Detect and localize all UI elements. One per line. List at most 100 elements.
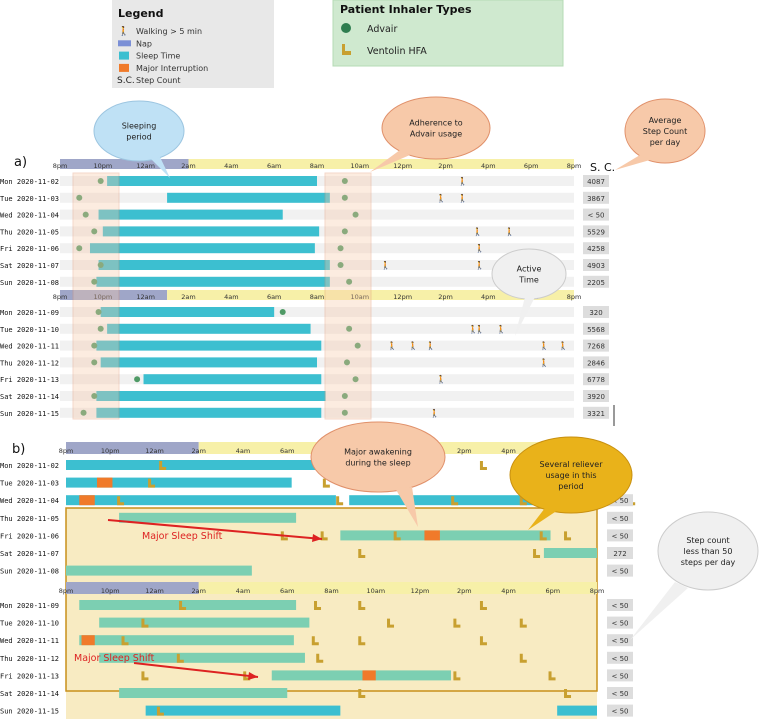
tick-label: 8pm [590, 587, 605, 595]
step-count-cell [607, 634, 633, 647]
tick-label: 6am [280, 587, 294, 595]
reliever-usage-bubble [509, 436, 633, 514]
tick-label: 12pm [411, 587, 430, 595]
sleeping-period-text-line: period [126, 132, 151, 141]
tick-label: 4pm [481, 293, 496, 301]
sleep-bar [98, 260, 330, 270]
adherence-text-line: Adherence to [409, 118, 463, 127]
bubble-tail [528, 508, 558, 530]
advair-dot [91, 228, 98, 235]
step-count-cell [583, 373, 609, 386]
sleep-bar [96, 407, 322, 418]
step-count-cell [607, 651, 633, 664]
step-count-bubble-text-line: less than 50 [684, 547, 733, 556]
ventolin-icon [121, 636, 129, 646]
step-count-value: 4258 [587, 245, 605, 253]
inhaler-legend-title: Patient Inhaler Types [340, 3, 472, 16]
advair-dot [343, 359, 350, 366]
step-count-value: 3867 [587, 195, 605, 203]
step-count-cell [583, 390, 609, 402]
day-label: Mon 2020-11-02 [0, 178, 59, 186]
step-count-value: < 50 [612, 708, 629, 716]
bubble-tail [395, 487, 418, 527]
tick-label: 12am [145, 447, 164, 455]
ventolin-icon [479, 636, 487, 646]
advair-dot [341, 409, 348, 416]
advair-dot [352, 376, 359, 383]
reliever-usage-text-line: Several reliever [540, 460, 604, 469]
sleeping-period-highlight [72, 172, 120, 420]
ventolin-icon [159, 461, 167, 470]
step-count-cell [583, 242, 609, 255]
sleep-bar [99, 617, 310, 628]
tick-label: 8pm [59, 587, 74, 595]
tick-label: 8pm [59, 447, 74, 455]
tick-label: 12am [136, 162, 155, 170]
ventolin-icon [564, 531, 572, 541]
adherence-highlight [324, 172, 372, 420]
step-count-value: < 50 [612, 515, 629, 523]
step-count-value: < 50 [612, 672, 629, 680]
sleep-bar [340, 530, 551, 541]
step-count-cell [607, 704, 633, 717]
day-label: Tue 2020-11-03 [0, 480, 59, 488]
ventolin-icon [519, 618, 527, 628]
bubble-tail [615, 155, 650, 170]
step-count-value: < 50 [612, 497, 629, 505]
advair-dot [352, 211, 359, 218]
sleep-bar [79, 600, 297, 610]
advair-dot [354, 342, 361, 349]
day-label: Tue 2020-11-10 [0, 620, 59, 628]
ventolin-icon [539, 531, 547, 541]
step-count-value: < 50 [612, 568, 629, 576]
ventolin-icon [479, 601, 487, 610]
tick-label: 2am [181, 162, 195, 170]
walking-icon: 🚶 [496, 324, 506, 334]
ventolin-icon [311, 636, 319, 646]
tick-label: 2am [192, 447, 206, 455]
tick-label: 10am [366, 587, 385, 595]
tick-label: 8pm [567, 293, 582, 301]
day-track [60, 307, 574, 317]
ventolin-icon [479, 461, 487, 470]
tick-label: 10pm [93, 162, 112, 170]
ventolin-icon [533, 549, 541, 558]
major-awakening-text-line: during the sleep [345, 458, 410, 467]
tick-label: 4am [224, 293, 238, 301]
active-time-text-line: Active [517, 264, 542, 273]
ventolin-icon [280, 531, 288, 541]
advair-dot [134, 376, 141, 383]
day-label: Thu 2020-11-05 [0, 228, 59, 236]
step-count-value: < 50 [612, 655, 629, 663]
sleep-bar [100, 357, 317, 368]
sleep-bar [145, 705, 341, 716]
day-label: Wed 2020-11-04 [0, 212, 59, 220]
ventolin-icon [314, 601, 322, 610]
avg-steps-text: Average Step Count per day [643, 116, 688, 147]
tick-label: 10am [351, 293, 370, 301]
step-count-value: < 50 [612, 620, 629, 628]
day-label: Thu 2020-11-12 [0, 359, 59, 367]
tick-label: 8pm [53, 162, 68, 170]
tick-label: 6pm [524, 162, 539, 170]
panel-b-axis-night [66, 442, 199, 454]
step-count-bubble-text: Step count less than 50 steps per day [681, 536, 736, 567]
sleep-bar [79, 635, 294, 646]
advair-dot [346, 325, 353, 332]
step-count-cell [583, 406, 609, 419]
advair-dot [341, 194, 348, 201]
avg-steps-text-line: per day [650, 138, 681, 147]
sleep-bar [271, 670, 451, 681]
sleep-bar [100, 307, 275, 317]
walking-icon: 🚶 [539, 341, 549, 351]
walking-icon: 🚶 [468, 324, 478, 334]
step-count-bubble-text-line: Step count [686, 536, 729, 545]
step-count-value: 5529 [587, 228, 605, 236]
interruption-bar [81, 635, 95, 646]
tick-label: 4am [236, 587, 250, 595]
step-count-value: 2205 [587, 279, 605, 287]
bubble-tail [630, 582, 688, 640]
sleep-bar [96, 276, 330, 287]
walking-icon: 🚶 [539, 357, 549, 367]
advair-dot [341, 178, 348, 184]
